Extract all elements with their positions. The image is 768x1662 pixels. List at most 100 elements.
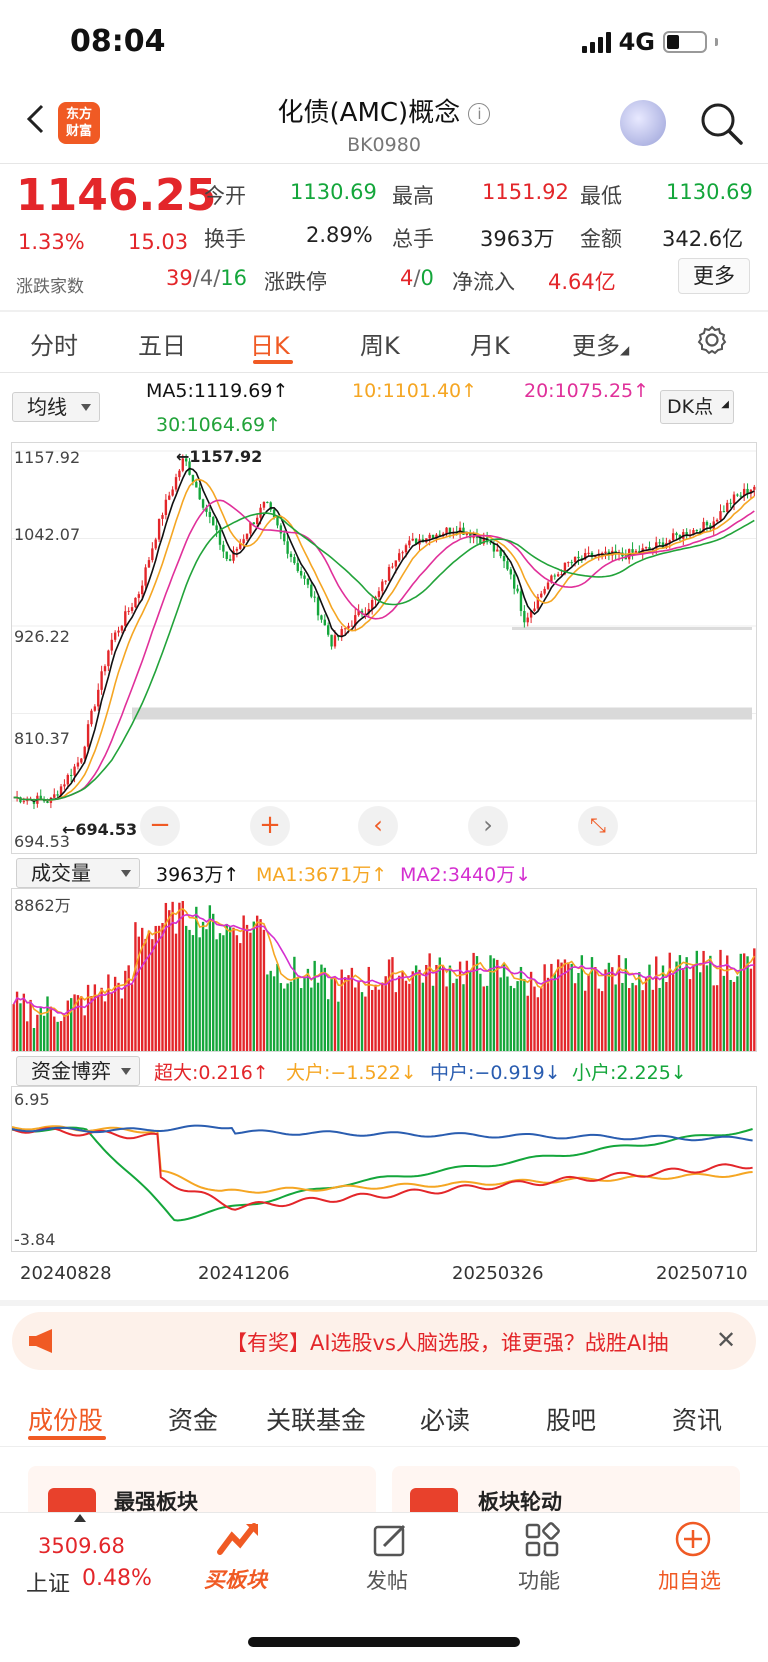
fund-chart[interactable] bbox=[12, 1087, 756, 1251]
candle-body bbox=[648, 547, 651, 550]
candle-body bbox=[570, 562, 573, 564]
megaphone-icon bbox=[29, 1329, 52, 1353]
volume-chart[interactable] bbox=[12, 889, 756, 1051]
index-change[interactable]: 0.48% bbox=[82, 1566, 152, 1591]
tab-more[interactable]: 更多◢ bbox=[572, 332, 630, 360]
nav-buy-board[interactable]: 买板块 bbox=[204, 1568, 267, 1592]
tab-intraday[interactable]: 分时 bbox=[30, 332, 78, 360]
nav-add-watchlist[interactable]: 加自选 bbox=[658, 1569, 721, 1593]
volume-bar bbox=[489, 955, 492, 1051]
expand-up-icon[interactable] bbox=[74, 1514, 86, 1522]
breadth-values: 39/4/16 bbox=[166, 266, 247, 290]
candle-body bbox=[340, 629, 343, 638]
tab-forum[interactable]: 股吧 bbox=[546, 1406, 597, 1435]
candle-body bbox=[86, 724, 90, 747]
candle-body bbox=[746, 488, 749, 494]
zoom-out-button[interactable]: − bbox=[140, 806, 180, 846]
volume-bar bbox=[685, 957, 688, 1051]
candle-body bbox=[381, 581, 384, 592]
volume-bar bbox=[377, 989, 381, 1051]
tab-monthly-k[interactable]: 月K bbox=[470, 332, 510, 360]
candle-body bbox=[46, 801, 49, 803]
candle-body bbox=[279, 525, 283, 534]
volume-bar bbox=[134, 922, 137, 1051]
volume-bar bbox=[651, 989, 655, 1051]
candle-body bbox=[658, 542, 661, 544]
high-value: 1151.92 bbox=[482, 180, 569, 204]
candle-body bbox=[753, 486, 756, 490]
fund-indicator-select[interactable]: 资金博弈 bbox=[16, 1056, 140, 1086]
volume-bar bbox=[648, 964, 651, 1051]
candle-body bbox=[357, 610, 360, 616]
nav-post[interactable]: 发帖 bbox=[366, 1569, 408, 1593]
volume-indicator-select[interactable]: 成交量 bbox=[16, 858, 140, 888]
ai-assistant-icon[interactable] bbox=[620, 100, 666, 146]
volume-bar bbox=[617, 955, 621, 1051]
info-icon[interactable]: i bbox=[468, 102, 491, 125]
candle-body bbox=[722, 511, 726, 513]
tab-must-read[interactable]: 必读 bbox=[420, 1406, 471, 1435]
tab-constituents[interactable]: 成份股 bbox=[28, 1406, 104, 1435]
volume-bar bbox=[638, 972, 641, 1051]
candle-body bbox=[239, 543, 242, 549]
back-icon[interactable] bbox=[22, 104, 52, 134]
open-value: 1130.69 bbox=[290, 180, 377, 204]
index-value[interactable]: 3509.68 bbox=[38, 1534, 125, 1558]
settings-gear-icon[interactable] bbox=[696, 324, 728, 356]
tab-weekly-k[interactable]: 周K bbox=[360, 332, 400, 360]
candle-body bbox=[154, 539, 157, 549]
tab-funds[interactable]: 资金 bbox=[168, 1406, 219, 1435]
candle-body bbox=[22, 801, 26, 803]
turnover-value: 2.89% bbox=[306, 223, 373, 247]
bottom-tab-indicator bbox=[28, 1436, 106, 1440]
kline-chart[interactable] bbox=[12, 443, 756, 853]
tab-related-funds[interactable]: 关联基金 bbox=[266, 1406, 367, 1435]
post-edit-icon[interactable] bbox=[372, 1522, 408, 1558]
fund-large-line bbox=[12, 1125, 753, 1194]
fund-large: 大户:−1.522↓ bbox=[286, 1062, 417, 1084]
search-icon[interactable] bbox=[698, 100, 744, 146]
volume-bar bbox=[239, 943, 242, 1051]
tab-daily-k[interactable]: 日K bbox=[250, 332, 290, 360]
volume-bar bbox=[600, 991, 604, 1051]
volume-bar bbox=[540, 987, 543, 1051]
promo-banner-text[interactable]: 【有奖】AI选股vs人脑选股，谁更强？战胜AI抽 bbox=[226, 1331, 669, 1355]
volume-bar bbox=[749, 968, 753, 1051]
more-quote-button[interactable]: 更多 bbox=[678, 258, 750, 294]
volume-bar bbox=[499, 977, 502, 1051]
volume-bar bbox=[255, 915, 259, 1051]
promo-banner[interactable] bbox=[12, 1312, 756, 1370]
close-icon[interactable]: ✕ bbox=[716, 1326, 737, 1354]
volume-bar bbox=[408, 983, 411, 1051]
zoom-in-button[interactable]: + bbox=[250, 806, 290, 846]
candle-body bbox=[472, 535, 475, 538]
add-watchlist-icon[interactable] bbox=[674, 1520, 712, 1558]
nav-functions[interactable]: 功能 bbox=[518, 1569, 560, 1593]
page-title: 化债(AMC)概念 i bbox=[0, 92, 768, 129]
dk-point-toggle[interactable]: DK点 ◢ bbox=[660, 390, 734, 424]
candle-body bbox=[638, 550, 641, 553]
candle-body bbox=[120, 625, 124, 631]
volume-bar bbox=[100, 987, 103, 1051]
candle-body bbox=[276, 517, 279, 526]
kline-indicator-select[interactable]: 均线 bbox=[12, 392, 100, 422]
kline-max-marker: ←1157.92 bbox=[176, 447, 263, 466]
candle-body bbox=[249, 522, 252, 534]
tab-five-day[interactable]: 五日 bbox=[138, 332, 186, 360]
volume-bar bbox=[502, 963, 506, 1051]
candle-body bbox=[516, 588, 519, 592]
functions-grid-icon[interactable] bbox=[524, 1522, 560, 1558]
volume-bar bbox=[560, 962, 563, 1051]
candle-body bbox=[127, 610, 130, 612]
volume-bar bbox=[678, 955, 682, 1051]
candle-body bbox=[255, 517, 259, 524]
tab-news[interactable]: 资讯 bbox=[672, 1406, 723, 1435]
scroll-right-button[interactable]: › bbox=[468, 806, 508, 846]
index-name[interactable]: 上证 bbox=[26, 1572, 71, 1597]
volume-bar bbox=[272, 976, 276, 1051]
fullscreen-icon[interactable]: ⤡ bbox=[578, 806, 618, 846]
volume-bar bbox=[36, 1014, 39, 1051]
buy-board-icon[interactable] bbox=[214, 1522, 260, 1560]
date-label: 20241206 bbox=[198, 1263, 290, 1284]
scroll-left-button[interactable]: ‹ bbox=[358, 806, 398, 846]
